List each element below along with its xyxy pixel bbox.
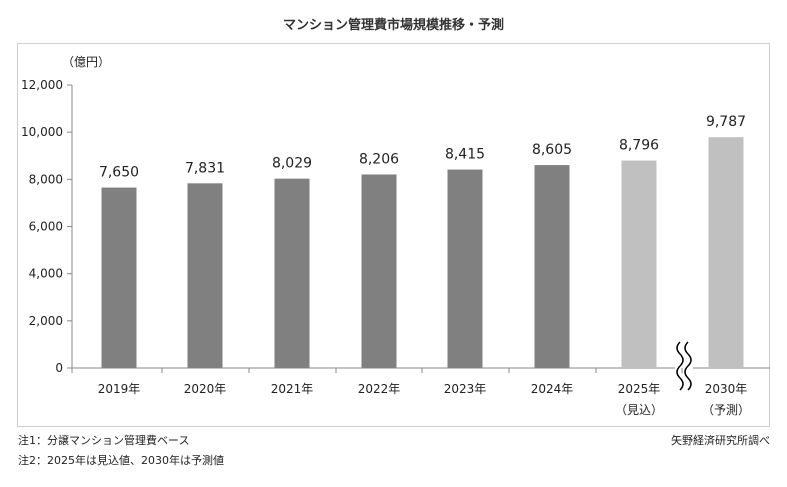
bar-value-label: 8,415 bbox=[445, 147, 485, 163]
bar-value-label: 8,605 bbox=[532, 142, 572, 158]
y-tick-label: 12,000 bbox=[21, 78, 63, 92]
axis-break-mark bbox=[676, 341, 684, 391]
y-tick-label: 0 bbox=[55, 361, 63, 375]
bar-2021年 bbox=[274, 178, 310, 368]
footnote-1: 注1：分譲マンション管理費ベース bbox=[18, 434, 190, 447]
bar-value-label: 8,206 bbox=[359, 151, 399, 167]
x-tick-label: 2030年 bbox=[705, 382, 748, 396]
bar-2030年 bbox=[708, 137, 744, 368]
y-tick-label: 10,000 bbox=[21, 125, 63, 139]
chart-title: マンション管理費市場規模推移・予測 bbox=[282, 18, 504, 33]
y-unit-label: （億円） bbox=[62, 55, 110, 69]
bar-2022年 bbox=[361, 174, 397, 368]
source-credit: 矢野経済研究所調べ bbox=[671, 434, 770, 447]
bar-2023年 bbox=[447, 169, 483, 368]
bar-value-label: 8,029 bbox=[272, 156, 312, 172]
chart-frame bbox=[17, 43, 770, 427]
bar-value-label: 9,787 bbox=[706, 114, 746, 130]
bar-2025年 bbox=[621, 160, 657, 368]
x-tick-label: 2023年 bbox=[444, 382, 487, 396]
y-tick-label: 4,000 bbox=[29, 267, 63, 281]
y-tick-label: 2,000 bbox=[29, 314, 63, 328]
axis-break-mark bbox=[684, 341, 692, 391]
x-tick-sublabel: （見込） bbox=[615, 403, 663, 417]
x-tick-label: 2020年 bbox=[184, 382, 227, 396]
y-tick-label: 8,000 bbox=[29, 172, 63, 186]
x-tick-label: 2021年 bbox=[271, 382, 314, 396]
bar-2020年 bbox=[187, 183, 223, 368]
footnote-2: 注2：2025年は見込値、2030年は予測値 bbox=[18, 454, 224, 467]
x-tick-label: 2022年 bbox=[358, 382, 401, 396]
x-tick-label: 2024年 bbox=[531, 382, 574, 396]
y-tick-label: 6,000 bbox=[29, 220, 63, 234]
x-tick-label: 2025年 bbox=[618, 382, 661, 396]
bar-2019年 bbox=[101, 187, 137, 368]
bar-value-label: 7,650 bbox=[99, 165, 139, 181]
bar-value-label: 8,796 bbox=[619, 138, 659, 154]
bar-value-label: 7,831 bbox=[185, 160, 225, 176]
x-tick-label: 2019年 bbox=[98, 382, 141, 396]
bar-2024年 bbox=[534, 165, 570, 368]
x-tick-sublabel: （予測） bbox=[702, 403, 750, 417]
